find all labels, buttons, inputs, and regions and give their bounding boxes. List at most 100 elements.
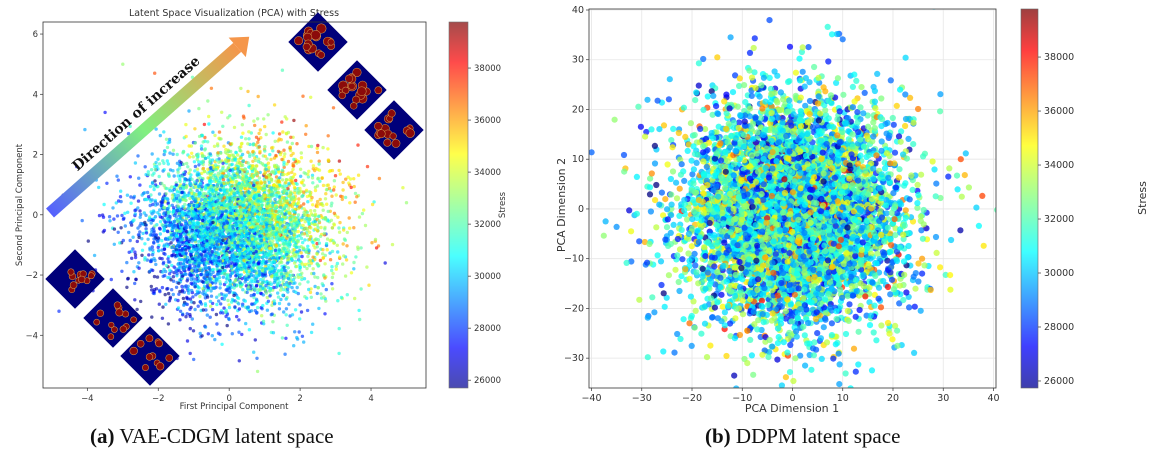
data-point [147,253,151,257]
data-point [252,242,257,246]
data-point [293,308,298,312]
data-point [303,238,307,242]
data-point [252,251,256,255]
data-point [301,223,305,228]
data-point [168,189,172,193]
data-point [160,285,165,290]
data-point [265,308,270,312]
data-point [265,295,269,300]
data-point [220,245,224,249]
data-point [150,288,154,292]
data-point [206,285,210,289]
data-point [257,255,261,260]
data-point [165,196,169,201]
data-point [271,331,276,335]
data-point [349,185,353,190]
data-point [145,258,149,262]
data-point [228,279,232,284]
data-point [199,144,204,148]
data-point [151,268,155,273]
data-point [137,266,141,270]
data-point [187,291,191,295]
data-point [274,204,279,208]
data-point [244,213,249,218]
data-point [286,159,291,164]
data-point [143,165,147,169]
data-point [205,295,210,299]
data-point [193,248,198,252]
data-point [208,315,212,319]
data-point [316,225,320,230]
data-point [240,152,245,157]
data-point [317,162,321,166]
data-point [323,312,327,316]
data-point [195,173,200,177]
data-point [176,170,180,174]
data-point [292,157,296,162]
data-point [237,330,241,334]
data-point [256,184,260,188]
data-point [152,171,156,175]
data-point [202,227,207,231]
data-point [171,148,176,152]
data-point [277,248,282,252]
data-point [253,269,257,273]
data-point [257,189,261,194]
data-point [223,268,227,273]
data-point [195,179,199,183]
data-point [144,227,148,231]
data-point [330,275,335,280]
data-point [148,269,152,274]
data-point [205,313,209,317]
data-point [271,239,275,243]
data-point [260,314,264,318]
data-point [282,276,286,280]
data-point [193,164,198,169]
data-point [259,181,264,185]
data-point [159,203,163,208]
data-point [215,322,219,326]
data-point [216,151,220,155]
data-point [218,311,223,315]
data-point [269,157,273,162]
data-point [254,297,259,301]
data-point [193,235,197,239]
data-point [273,269,277,273]
data-point [170,288,174,292]
data-point [137,261,141,265]
data-point [190,260,195,264]
data-point [181,313,185,317]
data-point [344,177,348,181]
data-point [203,148,207,152]
data-point [315,245,319,249]
data-point [236,153,240,157]
data-point [247,208,252,212]
data-point [247,241,252,246]
data-point [252,204,256,209]
data-point [235,295,240,300]
data-point [290,285,294,290]
data-point [166,291,171,296]
data-point [236,252,240,257]
data-point [148,184,153,189]
data-point [296,240,300,244]
data-point [165,237,170,242]
data-point [143,223,148,227]
data-point [278,220,283,225]
data-point [352,184,356,189]
data-point [316,177,320,181]
data-point [248,228,252,232]
data-point [242,241,247,246]
data-point [183,177,187,181]
data-point [357,308,361,313]
data-point [312,243,316,248]
data-point [127,230,131,235]
data-point [304,226,308,230]
data-point [206,219,211,223]
data-point [185,295,189,300]
data-point [200,171,204,175]
data-point [262,322,266,326]
data-point [341,188,345,192]
data-point [288,237,292,242]
data-point [269,282,274,286]
